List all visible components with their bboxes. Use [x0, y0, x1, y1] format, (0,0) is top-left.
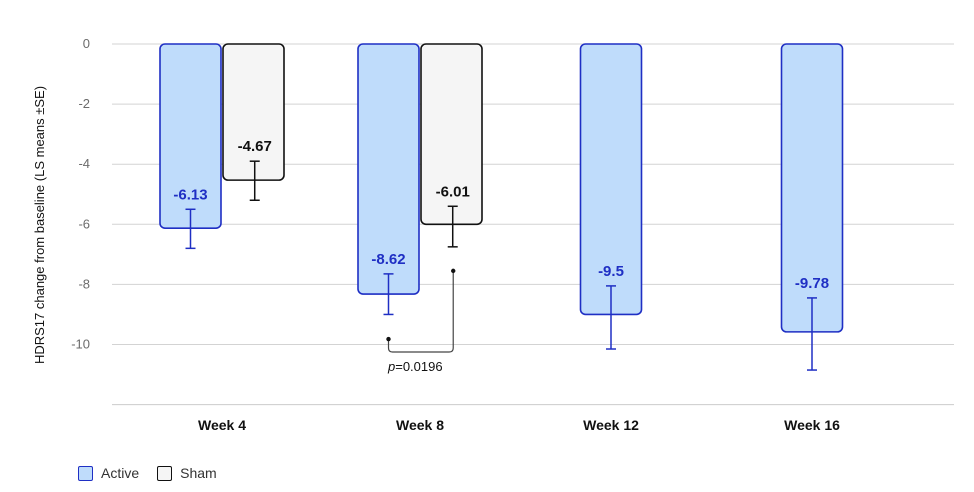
y-tick-labels: 0 -2 -4 -6 -8 -10 [71, 36, 90, 352]
legend-swatch-active [78, 465, 93, 481]
x-category-label: Week 16 [784, 417, 840, 433]
data-label-sham: -4.67 [238, 138, 272, 155]
data-label-active: -6.13 [173, 186, 207, 203]
p-value-text: p=0.0196 [387, 359, 443, 374]
data-label-active: -9.5 [598, 263, 624, 280]
data-labels: -6.13 -4.67 -8.62 -6.01 -9.5 -9.78 [173, 138, 829, 292]
x-category-label: Week 4 [198, 417, 246, 433]
data-label-active: -9.78 [795, 275, 829, 292]
bar-sham [420, 43, 483, 226]
y-tick-label: -10 [71, 337, 90, 352]
y-tick-label: 0 [83, 36, 90, 51]
chart: 0 -2 -4 -6 -8 -10 HDRS17 change from baseline… [32, 36, 954, 433]
bracket-dot [386, 336, 391, 342]
y-axis-label: HDRS17 change from baseline (LS means ±S… [32, 86, 47, 364]
data-label-active: -8.62 [371, 251, 405, 268]
legend: Active Sham [78, 465, 235, 481]
y-tick-label: -6 [78, 216, 90, 231]
legend-item-active: Active [78, 465, 139, 481]
y-tick-label: -2 [78, 96, 90, 111]
bars [159, 43, 844, 333]
legend-swatch-sham [157, 465, 173, 481]
error-bars [185, 160, 817, 371]
legend-item-sham: Sham [157, 465, 217, 481]
x-category-label: Week 12 [583, 417, 639, 433]
x-category-label: Week 8 [396, 417, 444, 433]
legend-label-active: Active [101, 465, 140, 481]
p-value-annotation: p=0.0196 [386, 268, 456, 374]
x-category-labels: Week 4 Week 8 Week 12 Week 16 [198, 417, 840, 433]
y-tick-label: -4 [78, 156, 90, 171]
data-label-sham: -6.01 [436, 183, 470, 200]
legend-label-sham: Sham [180, 465, 217, 481]
bar-sham [222, 43, 285, 181]
p-value-number: =0.0196 [395, 359, 442, 374]
bracket-dot [451, 268, 456, 274]
y-tick-label: -8 [78, 276, 90, 291]
p-value-prefix: p [387, 359, 395, 374]
p-value-bracket [387, 270, 454, 353]
